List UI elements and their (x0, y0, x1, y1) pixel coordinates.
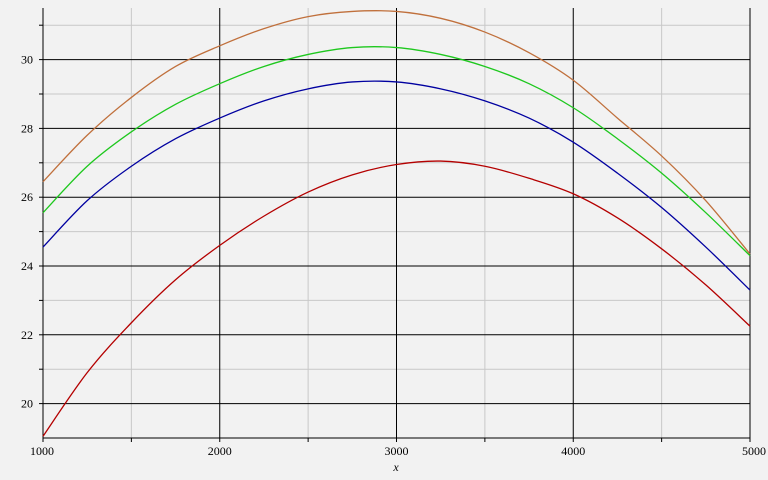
series-line-2 (42, 46, 751, 257)
y-tick-label: 28 (21, 121, 33, 135)
series-line-1 (42, 10, 751, 255)
y-tick-label: 30 (21, 53, 33, 67)
series-line-4 (42, 160, 751, 437)
series-line-3 (42, 80, 751, 291)
x-tick-label: 2000 (208, 444, 232, 458)
x-tick-label: 1000 (30, 444, 54, 458)
x-tick-label: 3000 (385, 444, 409, 458)
y-tick-label: 24 (21, 259, 33, 273)
y-tick-label: 20 (21, 397, 33, 411)
major-grid (43, 8, 751, 438)
x-axis-label: x (392, 460, 399, 474)
axes (39, 8, 751, 442)
series-layer (42, 10, 751, 437)
y-tick-label: 22 (21, 328, 33, 342)
tick-labels: 1000 2000 3000 4000 5000 20 22 24 26 28 30 (21, 53, 766, 458)
x-tick-label: 4000 (561, 444, 585, 458)
x-tick-label: 5000 (742, 444, 766, 458)
y-tick-label: 26 (21, 190, 33, 204)
